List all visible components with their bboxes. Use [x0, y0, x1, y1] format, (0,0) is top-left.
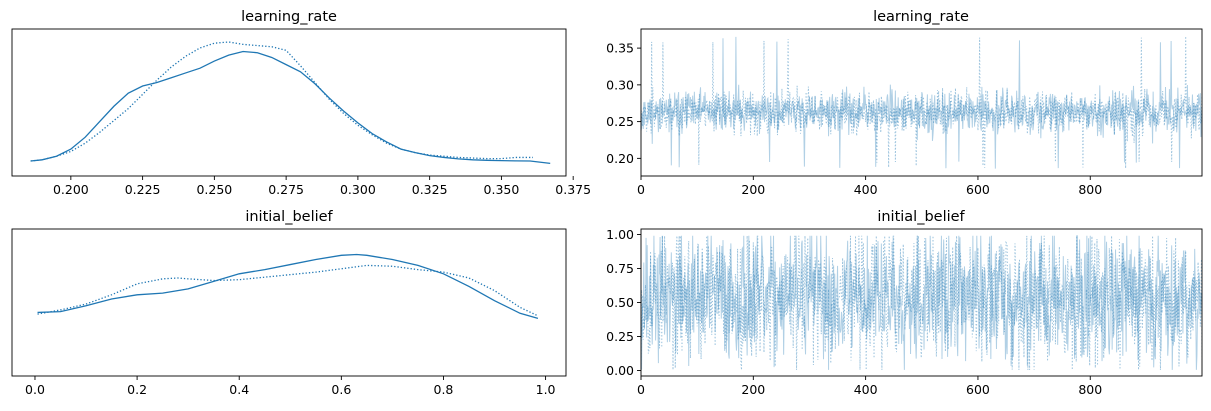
x-tick-label: 200	[741, 182, 765, 197]
kde-panel-learning-rate: learning_rate 0.200 0.225 0.250 0.275 0.300 0…	[11, 9, 591, 197]
x-tick-label: 0.2	[127, 382, 147, 397]
x-tick-label: 200	[741, 382, 765, 397]
x-tick-label: 0.375	[555, 182, 591, 197]
y-tick-label: 0.35	[606, 41, 634, 56]
chart-title: learning_rate	[873, 9, 969, 25]
kde-line-chain-1	[37, 264, 539, 317]
chart-title: initial_belief	[877, 209, 965, 225]
x-tick-label: 0.200	[53, 182, 89, 197]
y-tick-label: 0.75	[606, 261, 634, 276]
plot-area	[37, 253, 539, 319]
x-tick-label: 0.275	[268, 182, 304, 197]
y-tick-label: 1.00	[606, 227, 634, 242]
axes-frame	[11, 28, 567, 177]
y-tick-label: 0.50	[606, 295, 634, 310]
chart-title: learning_rate	[241, 9, 337, 25]
x-tick-label: 600	[966, 382, 990, 397]
x-tick-label: 0	[637, 382, 645, 397]
x-tick-label: 0.300	[340, 182, 376, 197]
x-tick-label: 0.4	[229, 382, 249, 397]
kde-line-chain-0	[37, 253, 539, 319]
axes-frame	[640, 28, 1203, 177]
trace-line-chain-0	[641, 235, 1202, 370]
y-tick-label: 0.25	[606, 114, 634, 129]
x-tick-label: 0.350	[484, 182, 520, 197]
plot-area	[30, 41, 551, 165]
x-tick-label: 1.0	[536, 382, 556, 397]
kde-line-chain-0	[30, 50, 551, 165]
x-tick-label: 400	[854, 182, 878, 197]
trace-line-chain-1	[641, 36, 1202, 169]
trace-panel-learning-rate: learning_rate 0 200 400 600 800 0.20 0.25 0.30 0…	[606, 9, 1203, 197]
trace-line-chain-1	[641, 235, 1202, 370]
x-tick-label: 400	[854, 382, 878, 397]
x-tick-label: 600	[966, 182, 990, 197]
kde-line-chain-1	[30, 41, 533, 162]
y-tick-label: 0.30	[606, 77, 634, 92]
plot-area	[641, 36, 1202, 169]
y-tick-label: 0.00	[606, 363, 634, 378]
x-tick-label: 0.325	[412, 182, 448, 197]
x-tick-label: 800	[1078, 182, 1102, 197]
y-tick-label: 0.25	[606, 329, 634, 344]
y-tick-label: 0.20	[606, 151, 634, 166]
chart-title: initial_belief	[245, 209, 333, 225]
x-tick-label: 0.250	[196, 182, 232, 197]
x-tick-label: 0.8	[434, 382, 454, 397]
x-tick-label: 800	[1078, 382, 1102, 397]
axes-frame	[11, 228, 567, 377]
plot-area	[641, 235, 1202, 370]
x-tick-label: 0.225	[125, 182, 161, 197]
x-tick-label: 0.6	[331, 382, 351, 397]
kde-panel-initial-belief: initial_belief 0.0 0.2 0.4 0.6 0.8 1.0	[11, 209, 567, 397]
trace-panel-initial-belief: initial_belief 0 200 400 600 800 0.00 0.25 0.50…	[606, 209, 1203, 397]
trace-line-chain-0	[641, 36, 1202, 169]
x-tick-label: 0.0	[25, 382, 45, 397]
x-tick-label: 0	[637, 182, 645, 197]
